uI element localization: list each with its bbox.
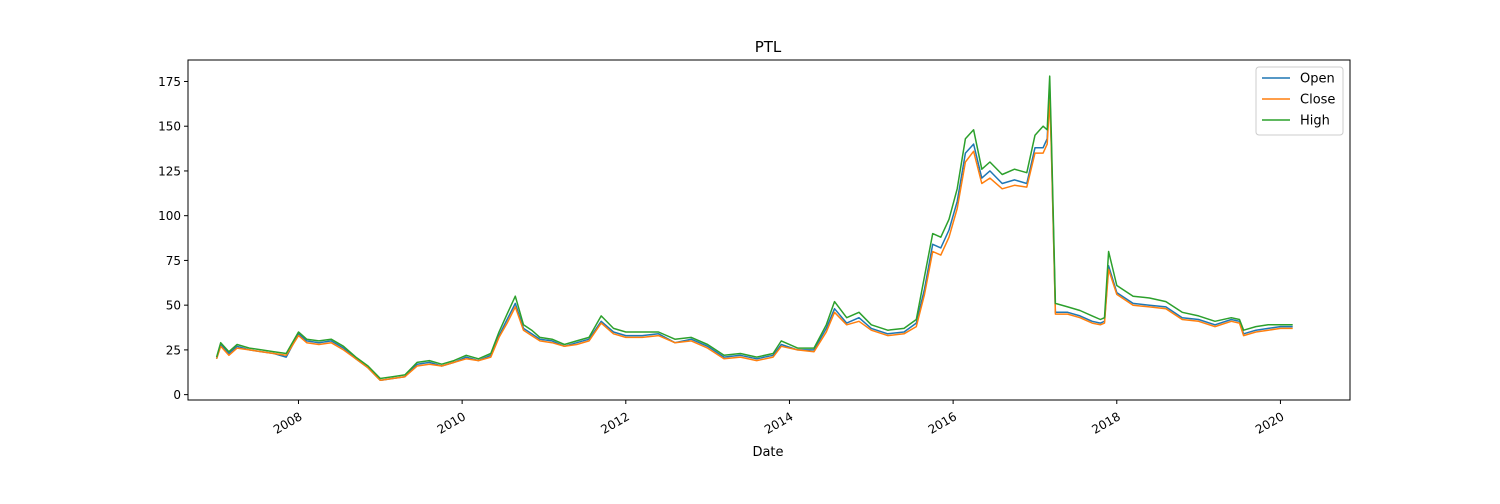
- series-layer: [215, 75, 1293, 382]
- x-tick-label: 2012: [598, 409, 631, 436]
- series-line-close: [215, 98, 1293, 382]
- x-tick-label: 2014: [762, 409, 795, 436]
- y-tick-label: 125: [158, 164, 181, 178]
- y-tick-label: 50: [166, 299, 181, 313]
- y-tick-label: 150: [158, 120, 181, 134]
- y-tick-label: 25: [166, 343, 181, 357]
- series-line-high: [215, 75, 1293, 380]
- series-line-open: [215, 86, 1293, 382]
- plot-frame: [187, 59, 1351, 401]
- y-tick-label: 0: [173, 388, 181, 402]
- y-tick-label: 75: [166, 254, 181, 268]
- legend: Open Close High: [1255, 66, 1344, 136]
- x-axis: 2008 2010 2012 2014 2016 2018 2020: [271, 400, 1286, 437]
- x-tick-label: 2018: [1089, 409, 1122, 436]
- legend-label-high: High: [1300, 114, 1330, 129]
- x-tick-label: 2010: [435, 409, 468, 436]
- x-tick-label: 2020: [1253, 409, 1286, 436]
- chart-title: PTL: [755, 38, 782, 56]
- y-axis: 0 25 50 75 100 125 150 175: [158, 75, 188, 402]
- y-tick-label: 175: [158, 75, 181, 89]
- legend-label-open: Open: [1300, 72, 1335, 87]
- x-axis-label: Date: [752, 445, 783, 460]
- legend-box: [1255, 66, 1344, 136]
- y-tick-label: 100: [158, 209, 181, 223]
- x-tick-label: 2016: [926, 409, 959, 436]
- legend-label-close: Close: [1300, 93, 1335, 108]
- x-tick-label: 2008: [271, 409, 304, 436]
